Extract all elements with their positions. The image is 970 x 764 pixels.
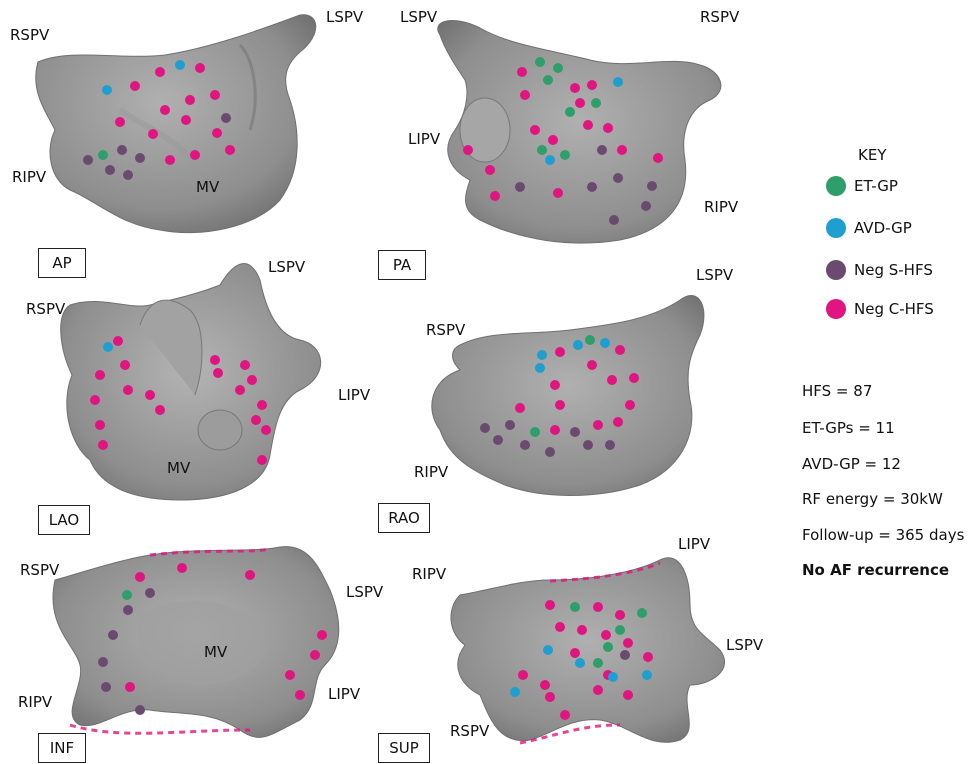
inf-label-ripv: RIPV [18, 693, 53, 711]
markers-rao [480, 335, 639, 457]
legend-label-et-gp: ET-GP [854, 177, 898, 195]
legend-swatch-neg-c-hfs [826, 299, 846, 319]
legend-title: KEY [858, 146, 887, 164]
stat-outcome: No AF recurrence [802, 561, 950, 579]
ap-label-rspv: RSPV [10, 26, 50, 44]
rao-label-rspv: RSPV [426, 321, 466, 339]
lao-label-lipv: LIPV [338, 386, 371, 404]
rao-label-lspv: LSPV [696, 266, 734, 284]
sup-label-ripv: RIPV [412, 565, 447, 583]
atrium-shape-inf [52, 546, 340, 738]
view-label-lao: LAO [38, 505, 90, 535]
legend-swatch-neg-s-hfs [826, 260, 846, 280]
ap-label-lspv: LSPV [326, 8, 364, 26]
legend-swatch-et-gp [826, 176, 846, 196]
legend-label-neg-c-hfs: Neg C-HFS [854, 300, 934, 318]
stat-avd-gp: AVD-GP = 12 [802, 455, 901, 473]
view-label-sup: SUP [378, 733, 430, 763]
inf-label-lspv: LSPV [346, 583, 384, 601]
pa-label-lipv: LIPV [408, 130, 441, 148]
ap-label-ripv: RIPV [12, 168, 47, 186]
atrium-shape-pa [437, 20, 722, 244]
stat-hfs: HFS = 87 [802, 382, 873, 400]
pa-label-ripv: RIPV [704, 198, 739, 216]
markers-lao [90, 336, 271, 465]
panel-rao: LSPV RSPV RIPV [380, 260, 780, 510]
lao-label-mv: MV [167, 459, 191, 477]
legend-label-avd-gp: AVD-GP [854, 219, 912, 237]
panel-lao: LSPV RSPV LIPV MV [0, 255, 380, 510]
markers-pa [463, 57, 663, 225]
atrium-shape-rao [431, 294, 705, 496]
legend-label-neg-s-hfs: Neg S-HFS [854, 261, 933, 279]
legend-swatch-avd-gp [826, 218, 846, 238]
view-label-rao: RAO [378, 503, 430, 533]
markers-sup [510, 600, 653, 720]
atrium-shape-lao [60, 263, 322, 501]
stat-et-gps: ET-GPs = 11 [802, 419, 895, 437]
sup-label-lspv: LSPV [726, 636, 764, 654]
sup-label-rspv: RSPV [450, 722, 490, 740]
pa-label-rspv: RSPV [700, 8, 740, 26]
view-label-inf: INF [38, 733, 86, 763]
pa-label-lspv: LSPV [400, 8, 438, 26]
panel-inf: RSPV LSPV MV RIPV LIPV [0, 535, 384, 764]
view-label-ap: AP [38, 248, 86, 278]
inf-label-rspv: RSPV [20, 561, 60, 579]
panel-pa: LSPV RSPV LIPV RIPV [370, 0, 770, 250]
atrium-shape-ap [35, 14, 317, 234]
inf-label-mv: MV [204, 643, 228, 661]
ap-label-mv: MV [196, 178, 220, 196]
panel-ap: RSPV LSPV RIPV MV [0, 0, 363, 250]
markers-inf [98, 563, 327, 715]
stat-rf-energy: RF energy = 30kW [802, 490, 943, 508]
inf-label-lipv: LIPV [328, 685, 361, 703]
markers-ap [83, 60, 235, 180]
atrium-shape-sup [450, 557, 726, 745]
sup-label-lipv: LIPV [678, 535, 711, 553]
lao-label-rspv: RSPV [26, 300, 66, 318]
view-label-pa: PA [378, 250, 426, 280]
rao-label-ripv: RIPV [414, 463, 449, 481]
stat-follow-up: Follow-up = 365 days [802, 526, 965, 544]
lao-label-lspv: LSPV [268, 258, 306, 276]
panel-sup: LIPV RIPV LSPV RSPV [380, 535, 780, 764]
